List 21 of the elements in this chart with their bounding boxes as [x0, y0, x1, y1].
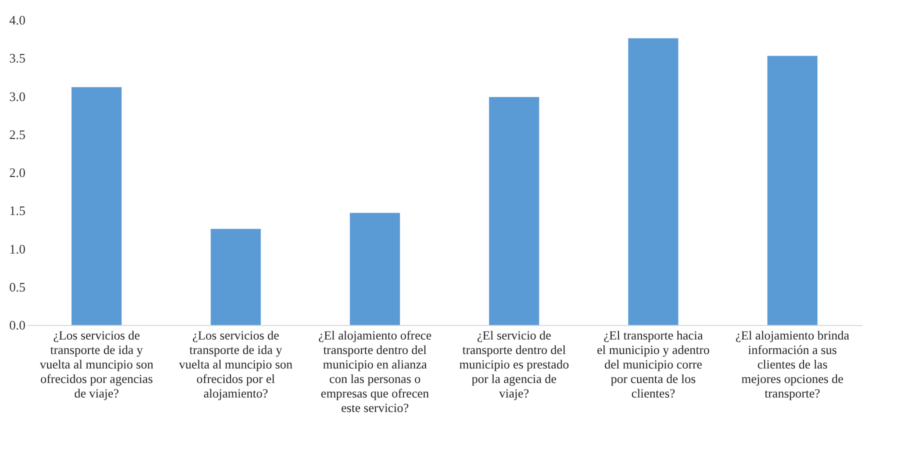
bar: [350, 212, 400, 325]
x-tick-label: ¿Los servicios de transporte de ida y vuelta al muncipio son ofrecidos por el alojamiento?: [178, 328, 294, 400]
bar: [628, 38, 678, 325]
y-tick-label: 3.5: [9, 50, 26, 66]
y-tick-label: 1.5: [9, 203, 26, 218]
x-tick-label: ¿Los servicios de transporte de ida y vuelta al muncipio son ofrecidos por agencias de viaje?: [40, 328, 154, 400]
bar: [489, 97, 540, 325]
x-tick-label: ¿El alojamiento brinda información a sus clientes de las mejores opciones de transporte?: [735, 328, 850, 400]
x-tick-label: ¿El transporte hacia el municipio y adentro del municipio corre por cuenta de los clientes?: [596, 328, 710, 400]
y-tick-label: 2.0: [9, 165, 26, 180]
y-tick-label: 4.0: [9, 12, 26, 28]
y-tick-label: 0.5: [9, 279, 26, 294]
y-tick-label: 3.0: [9, 88, 26, 104]
y-tick-label: 2.5: [9, 126, 26, 142]
y-tick-label: 0.0: [9, 318, 26, 332]
y-tick-label: 1.0: [9, 241, 26, 256]
bar: [767, 56, 818, 325]
x-tick-label: ¿El alojamiento ofrece transporte dentro del municipio en alianza con las personas o empresas que ofrecen este servicio?: [318, 328, 432, 415]
bar: [72, 87, 122, 325]
bar: [210, 228, 261, 325]
x-tick-label: ¿El servicio de transporte dentro del municipio es prestado por la agencia de viaje?: [459, 328, 569, 400]
